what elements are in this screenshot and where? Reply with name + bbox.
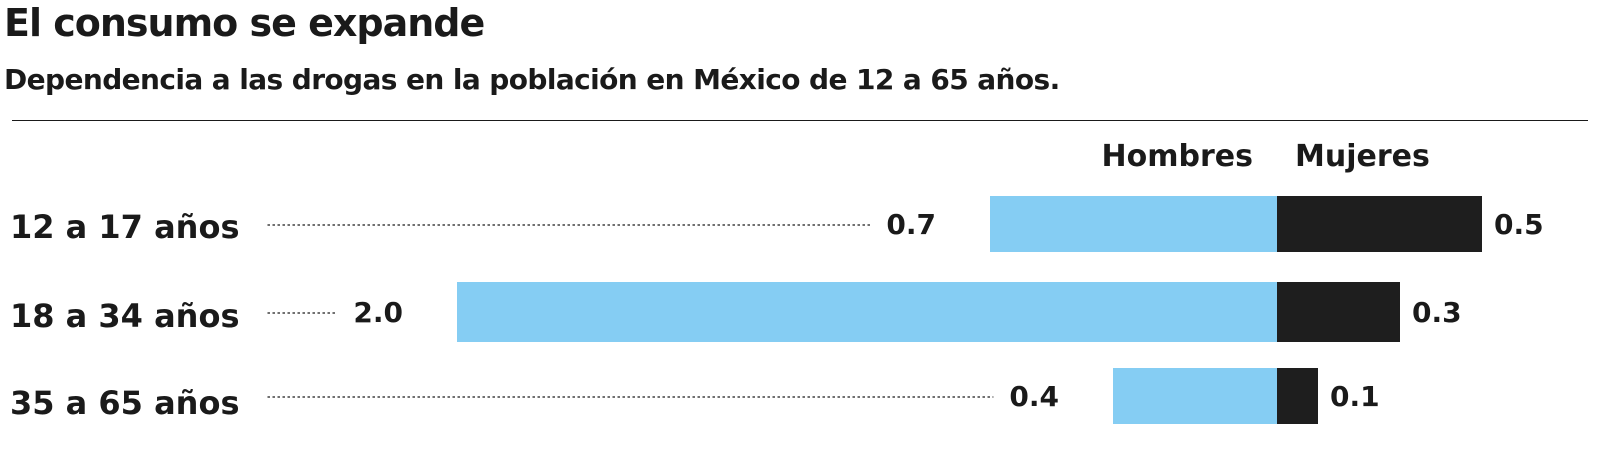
bar-mujeres [1277, 196, 1482, 252]
bar-hombres [990, 196, 1277, 252]
bar-mujeres [1277, 368, 1318, 424]
bar-mujeres [1277, 282, 1400, 342]
legend-mujeres: Mujeres [1295, 139, 1430, 174]
value-label-mujeres: 0.5 [1494, 208, 1544, 241]
value-label-mujeres: 0.1 [1330, 380, 1380, 413]
category-label: 12 a 17 años [10, 208, 239, 246]
value-label-hombres: 0.4 [1009, 380, 1059, 413]
chart-subtitle: Dependencia a las drogas en la población… [4, 63, 1060, 96]
category-label: 35 a 65 años [10, 384, 239, 422]
category-label: 18 a 34 años [10, 297, 239, 335]
legend-hombres: Hombres [1102, 139, 1253, 174]
bar-hombres [457, 282, 1277, 342]
chart-title: El consumo se expande [4, 1, 485, 45]
header-divider [12, 120, 1588, 121]
value-label-mujeres: 0.3 [1412, 296, 1462, 329]
value-label-hombres: 0.7 [886, 208, 936, 241]
bar-hombres [1113, 368, 1277, 424]
value-label-hombres: 2.0 [353, 296, 403, 329]
